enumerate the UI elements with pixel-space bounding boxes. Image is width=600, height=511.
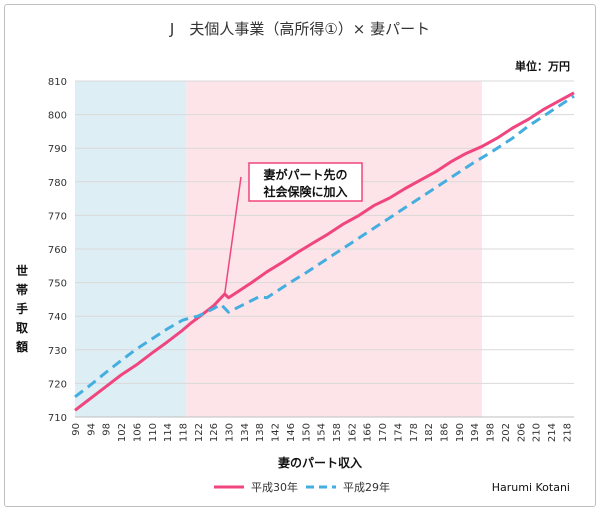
x-tick-label: 102 [117, 423, 128, 442]
legend-label-2: 平成29年 [343, 480, 390, 494]
y-tick-label: 710 [48, 413, 67, 424]
x-tick-label: 162 [347, 423, 358, 442]
x-tick-label: 90 [71, 423, 82, 436]
y-axis-label-char: 手 [16, 301, 28, 316]
y-tick-label: 740 [48, 312, 67, 323]
x-tick-label: 198 [486, 423, 497, 442]
y-axis-label-char: 額 [15, 339, 28, 354]
x-tick-label: 218 [562, 423, 573, 442]
unit-label: 単位：万円 [515, 59, 570, 73]
y-tick-label: 780 [48, 178, 67, 189]
x-tick-label: 206 [516, 423, 527, 442]
chart-text: J 夫個人事業（高所得①）× 妻パート 単位：万円 妻のパート収入 Harumi… [169, 20, 570, 494]
credit-text: Harumi Kotani [492, 481, 570, 494]
series-lines [74, 91, 575, 412]
x-tick-label: 158 [332, 423, 343, 442]
x-tick-label: 182 [424, 423, 435, 442]
y-tick-label: 800 [48, 111, 67, 122]
y-axis-label-char: 世 [16, 263, 28, 278]
x-tick-label: 126 [209, 423, 220, 442]
x-tick-label: 186 [439, 423, 450, 442]
x-tick-label: 106 [132, 423, 143, 442]
x-tick-label: 174 [393, 423, 404, 442]
y-tick-label: 790 [48, 144, 67, 155]
x-tick-label: 98 [102, 423, 113, 436]
y-axis-label-char: 取 [16, 321, 28, 335]
x-axis-label: 妻のパート収入 [278, 455, 362, 470]
x-tick-label: 190 [455, 423, 466, 442]
x-tick-label: 166 [363, 423, 374, 442]
x-tick-label: 122 [194, 423, 205, 442]
y-tick-label: 750 [48, 279, 67, 290]
x-tick-label: 154 [317, 423, 328, 442]
legend-label-1: 平成30年 [251, 480, 298, 494]
x-tick-label: 170 [378, 423, 389, 442]
y-tick-label: 730 [48, 346, 67, 357]
annotation-leader-line [223, 176, 242, 295]
x-tick-label: 194 [470, 423, 481, 442]
x-tick-label: 142 [271, 423, 282, 442]
x-tick-label: 94 [86, 423, 97, 436]
x-tick-label: 146 [286, 423, 297, 442]
annotation-text: 妻がパート先の [263, 167, 347, 182]
x-tick-label: 202 [501, 423, 512, 442]
x-tick-label: 178 [409, 423, 420, 442]
annotation-box [248, 162, 363, 202]
axes: 710 720 730 740 750 760 770 780 790 800 810 90 94 98 1… [48, 77, 574, 442]
series-line-1 [74, 91, 575, 412]
y-tick-label: 760 [48, 245, 67, 256]
y-tick-label: 720 [48, 379, 67, 390]
annotation-text: 社会保険に加入 [262, 184, 347, 199]
x-tick-label: 214 [547, 423, 558, 442]
x-tick-label: 118 [178, 423, 189, 442]
legend: 平成30年 平成29年 [214, 480, 390, 494]
y-tick-label: 770 [48, 211, 67, 222]
x-tick-label: 130 [225, 423, 236, 442]
x-tick-label: 210 [532, 423, 543, 442]
y-tick-label: 810 [48, 77, 67, 88]
x-tick-label: 110 [148, 423, 159, 442]
y-axis-label-char: 帯 [16, 282, 28, 297]
x-tick-label: 134 [240, 423, 251, 442]
x-tick-label: 150 [301, 423, 312, 442]
series-line-2 [74, 94, 575, 398]
x-tick-label: 138 [255, 423, 266, 442]
x-tick-label: 114 [163, 423, 174, 442]
chart-title: J 夫個人事業（高所得①）× 妻パート [169, 20, 430, 38]
